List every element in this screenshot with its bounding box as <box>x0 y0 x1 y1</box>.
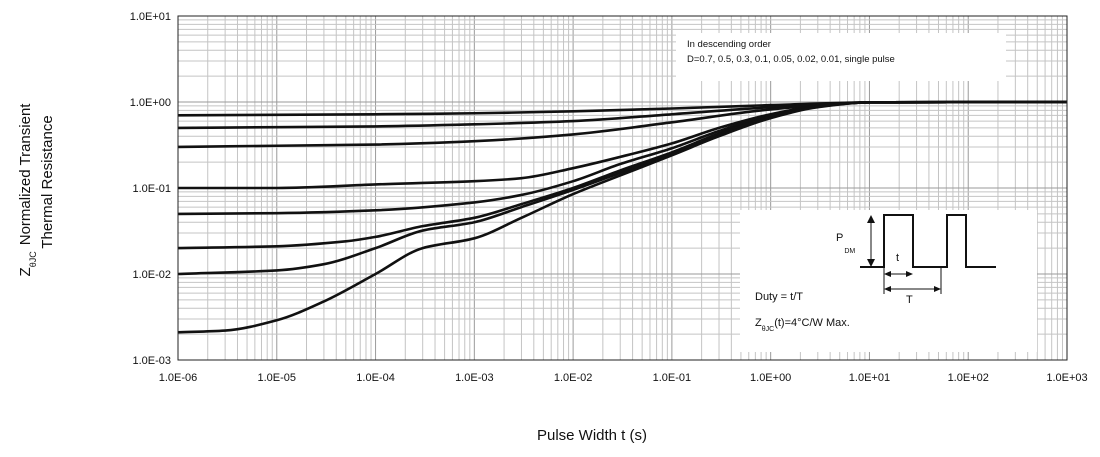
x-tick-label: 1.0E-01 <box>653 372 692 384</box>
x-tick-labels: 1.0E-06 1.0E-05 1.0E-04 1.0E-03 1.0E-02 1.0E-… <box>159 372 1088 384</box>
y-tick-label: 1.0E-01 <box>132 183 171 195</box>
x-tick-label: 1.0E-02 <box>554 372 593 384</box>
T-arrow-head-right <box>934 286 941 292</box>
y-axis-symbol: Z <box>17 267 34 276</box>
x-tick-label: 1.0E+03 <box>1046 372 1087 384</box>
x-tick-label: 1.0E+01 <box>849 372 890 384</box>
pulse-waveform <box>860 214 996 268</box>
x-axis-title: Pulse Width t (s) <box>537 427 647 444</box>
y-tick-label: 1.0E+00 <box>130 97 171 109</box>
x-tick-label: 1.0E+02 <box>948 372 989 384</box>
x-tick-label: 1.0E+00 <box>750 372 791 384</box>
x-tick-label: 1.0E-06 <box>159 372 198 384</box>
pdm-arrow-head-bottom <box>867 259 875 267</box>
y-axis-title: ZθJC Normalized Transient Thermal Resista… <box>17 103 56 277</box>
pdm-label: PDM <box>836 232 855 255</box>
z-max-main: Z <box>755 317 762 329</box>
annotation-box: In descending order D=0.7, 0.5, 0.3, 0.1… <box>676 33 1006 81</box>
t-label: t <box>896 252 899 264</box>
y-tick-label: 1.0E-02 <box>132 269 171 281</box>
t-arrow-head-right <box>906 271 913 277</box>
annotation-line-2: D=0.7, 0.5, 0.3, 0.1, 0.05, 0.02, 0.01, … <box>687 54 895 65</box>
y-tick-label: 1.0E+01 <box>130 11 171 23</box>
T-arrow-head-left <box>884 286 891 292</box>
inset-background <box>740 210 1037 352</box>
annotation-background <box>676 33 1006 81</box>
z-max-formula: ZθJC(t)=4°C/W Max. <box>755 317 850 333</box>
T-label: T <box>906 294 913 306</box>
y-axis-symbol-sub: θJC <box>28 251 38 268</box>
series-group <box>177 100 1068 334</box>
z-max-sub: θJC <box>762 326 774 333</box>
series-line-8 <box>177 100 1068 334</box>
y-tick-label: 1.0E-03 <box>132 355 171 367</box>
annotation-line-1: In descending order <box>687 39 771 50</box>
t-arrow-head-left <box>884 271 891 277</box>
y-axis-line-1-text: Normalized Transient <box>17 103 34 246</box>
pdm-arrow-head-top <box>867 215 875 223</box>
duty-formula: Duty = t/T <box>755 291 803 303</box>
z-max-rest: (t)=4°C/W Max. <box>774 317 850 329</box>
x-tick-label: 1.0E-04 <box>356 372 395 384</box>
y-tick-labels: 1.0E+01 1.0E+00 1.0E-01 1.0E-02 1.0E-03 <box>130 11 171 367</box>
x-tick-label: 1.0E-03 <box>455 372 494 384</box>
x-tick-label: 1.0E-05 <box>258 372 297 384</box>
duty-cycle-inset: PDM t T Duty = t/T ZθJC(t)=4°C/W Max. <box>740 210 1037 352</box>
pdm-label-sub: DM <box>844 248 855 255</box>
plot-frame <box>177 15 1068 361</box>
pdm-label-main: P <box>836 232 843 244</box>
y-axis-title-line-1: ZθJC Normalized Transient <box>17 103 38 277</box>
y-axis-title-line-2: Thermal Resistance <box>39 115 56 248</box>
